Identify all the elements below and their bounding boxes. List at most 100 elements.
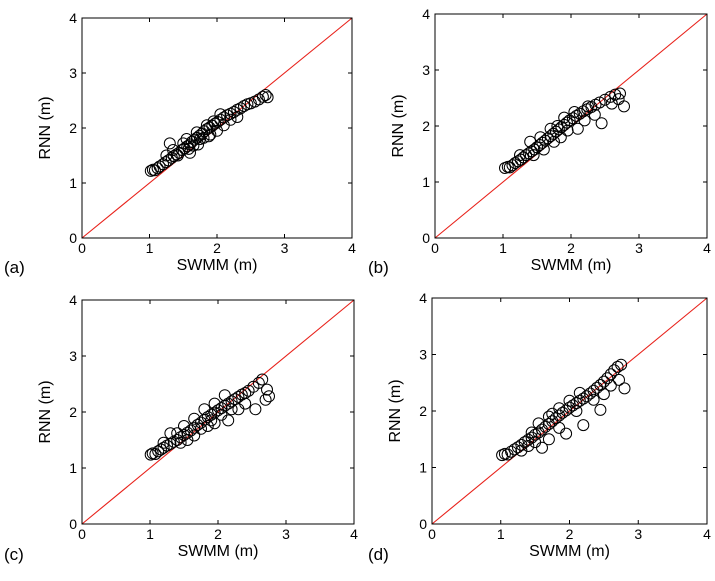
x-tick-label: 0 (78, 240, 86, 256)
data-point (553, 421, 566, 434)
data-point (542, 433, 555, 446)
data-point (178, 420, 190, 432)
x-tick-label: 4 (703, 526, 711, 542)
x-tick-label: 1 (146, 526, 154, 542)
data-point (256, 90, 269, 103)
data-point (563, 401, 576, 414)
data-point (234, 102, 247, 115)
data-point (252, 93, 265, 106)
data-point (525, 426, 538, 439)
data-point (577, 419, 590, 432)
data-point (548, 135, 560, 148)
data-point (205, 414, 218, 427)
data-point (587, 393, 600, 406)
data-point (599, 93, 611, 106)
panel-label: (c) (4, 545, 24, 564)
x-tick-label: 4 (703, 240, 711, 256)
data-point (239, 397, 252, 410)
data-point (591, 381, 603, 394)
data-point (201, 411, 214, 423)
reference-line (431, 297, 708, 525)
data-point (215, 402, 228, 415)
y-axis-label: RNN (m) (387, 379, 404, 442)
data-point (570, 405, 583, 417)
data-point (263, 390, 275, 403)
data-point (225, 395, 238, 408)
data-point (618, 382, 631, 395)
data-point (544, 122, 557, 135)
data-point (174, 431, 187, 444)
data-point (573, 107, 586, 120)
data-point (261, 91, 274, 104)
data-point (164, 427, 177, 440)
panel-label: (d) (368, 545, 389, 564)
data-point (190, 126, 203, 139)
data-point (567, 112, 579, 125)
data-point (537, 143, 550, 156)
panel-d: 0 1 2 3 4 0 1 2 3 4 SWMM (m) RNN (m) (d) (368, 290, 711, 564)
data-point (180, 133, 193, 145)
data-point (224, 113, 237, 126)
data-point (542, 410, 555, 423)
y-axis-label: RNN (m) (37, 96, 54, 159)
data-point (573, 386, 586, 399)
x-axis-label: SWMM (m) (529, 543, 610, 560)
data-point (604, 379, 617, 392)
x-tick-label: 2 (213, 240, 221, 256)
data-point (160, 149, 173, 162)
data-point (505, 445, 518, 458)
x-tick-label: 1 (146, 240, 154, 256)
data-point (261, 383, 273, 396)
x-axis-label: SWMM (m) (178, 543, 259, 560)
y-tick-label: 3 (69, 348, 77, 364)
y-tick-label: 4 (422, 6, 430, 22)
y-tick-label: 0 (419, 516, 427, 532)
data-point (605, 97, 618, 110)
data-point (208, 397, 221, 410)
data-point (524, 135, 537, 148)
data-point (514, 149, 526, 162)
panel-label: (a) (4, 258, 25, 277)
data-point (212, 404, 224, 417)
x-tick-label: 3 (634, 526, 642, 542)
y-tick-label: 4 (69, 292, 77, 308)
x-tick-label: 2 (566, 526, 574, 542)
data-point (256, 373, 269, 386)
y-tick-label: 4 (419, 290, 427, 306)
x-tick-label: 0 (78, 526, 86, 542)
data-point (188, 429, 201, 442)
y-tick-label: 4 (69, 10, 77, 26)
data-point (615, 358, 628, 371)
data-point (198, 403, 211, 416)
panel-c: 0 1 2 3 4 0 1 2 3 4 SWMM (m) RNN (m) (c) (4, 292, 358, 564)
data-point (171, 427, 184, 440)
data-point (618, 100, 630, 113)
data-point (157, 436, 170, 449)
data-point (536, 441, 548, 454)
data-point (225, 403, 238, 416)
data-point (571, 122, 584, 135)
y-tick-label: 2 (69, 404, 77, 420)
data-point (202, 130, 215, 143)
y-tick-label: 1 (422, 174, 430, 190)
data-point (594, 403, 607, 416)
data-point (601, 372, 614, 385)
data-point (551, 120, 564, 132)
y-tick-label: 2 (419, 403, 427, 419)
data-point (522, 440, 535, 452)
data-point (218, 389, 231, 402)
x-tick-label: 4 (350, 526, 358, 542)
data-point (214, 108, 227, 121)
y-axis-label: RNN (m) (390, 94, 407, 157)
y-tick-label: 3 (422, 62, 430, 78)
data-point (217, 111, 230, 124)
data-point (612, 93, 625, 106)
data-point (188, 412, 201, 425)
x-tick-label: 2 (567, 240, 575, 256)
data-point (558, 111, 571, 124)
data-point (207, 115, 220, 128)
data-point (163, 137, 176, 150)
panel-label: (b) (368, 258, 389, 277)
data-point (597, 375, 610, 388)
